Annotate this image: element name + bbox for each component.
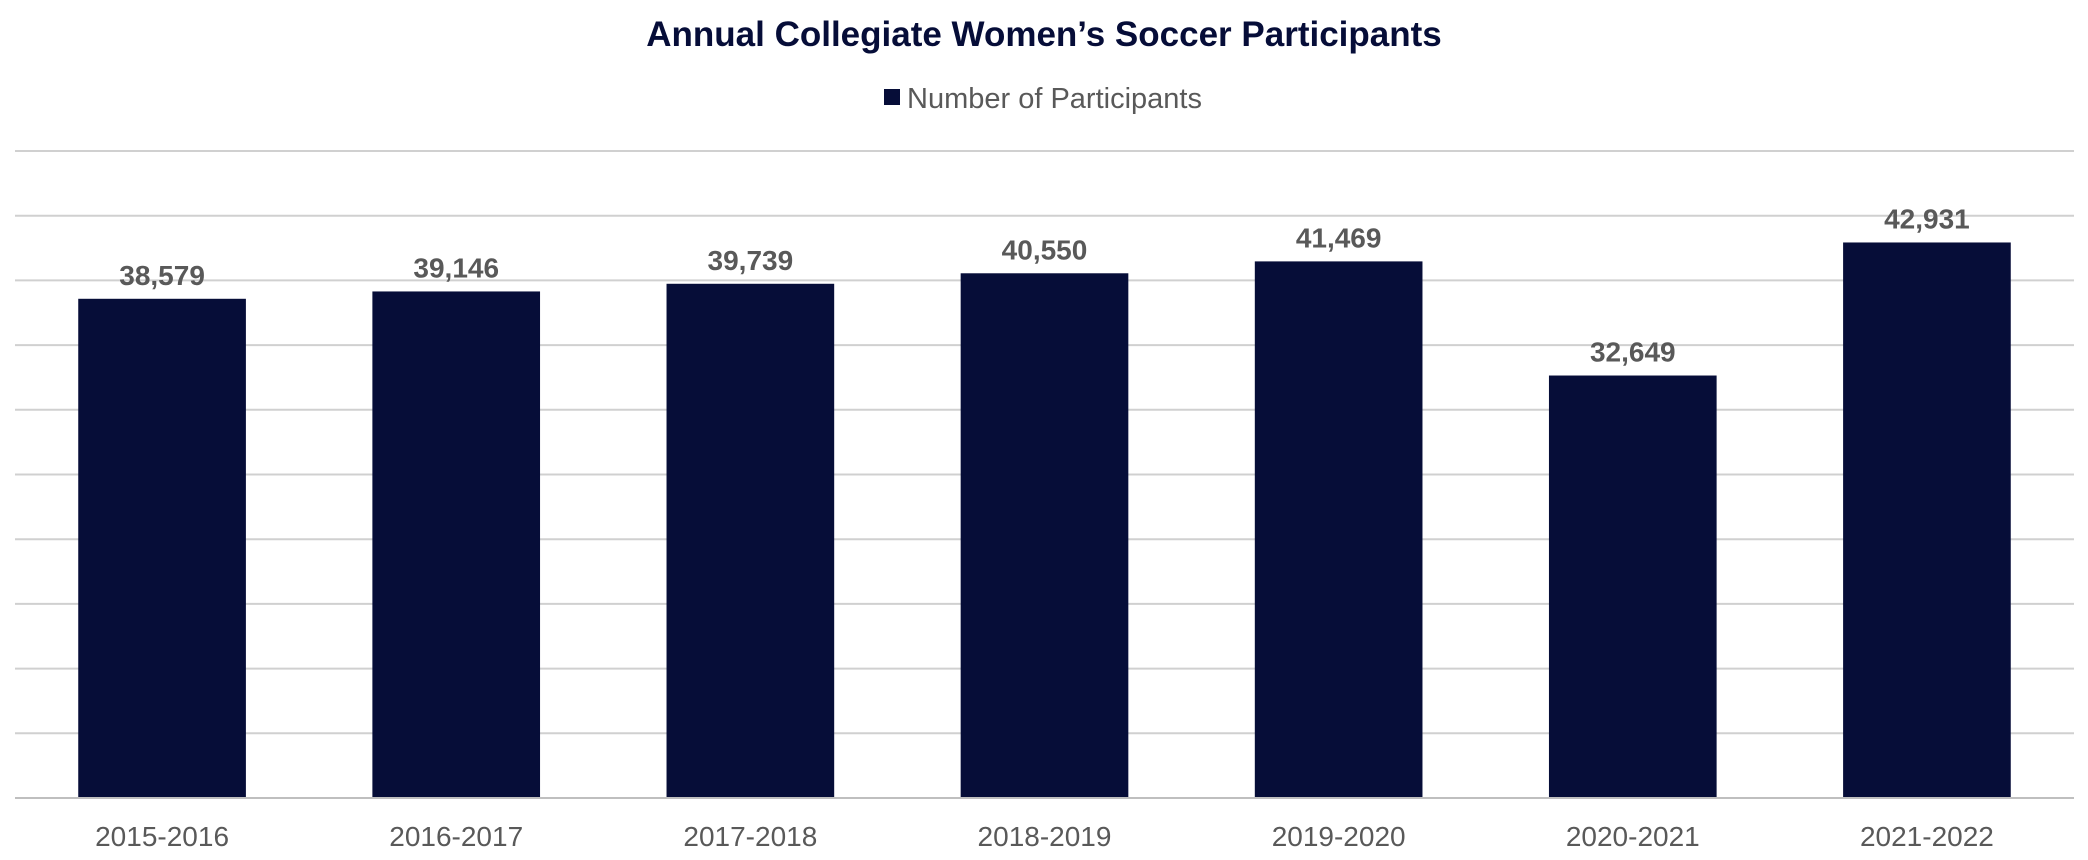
bar-2015-2016	[78, 298, 246, 798]
data-label-2016-2017: 39,146	[413, 252, 499, 283]
bar-2021-2022	[1843, 242, 2011, 799]
data-label-2018-2019: 40,550	[1002, 234, 1088, 265]
chart-title: Annual Collegiate Women’s Soccer Partici…	[646, 15, 1441, 54]
bar-2016-2017	[372, 291, 541, 798]
legend: Number of Participants	[884, 83, 1202, 115]
x-tick-labels: 2015-2016 2016-2017 2017-2018 2018-2019 2019…	[95, 821, 1994, 852]
x-tick-label-2018-2019: 2018-2019	[978, 821, 1112, 852]
bar-2019-2020	[1254, 261, 1423, 799]
data-label-2017-2018: 39,739	[708, 245, 794, 276]
x-tick-label-2019-2020: 2019-2020	[1272, 821, 1406, 852]
x-tick-label-2017-2018: 2017-2018	[683, 821, 817, 852]
x-tick-label-2020-2021: 2020-2021	[1566, 821, 1700, 852]
x-tick-label-2021-2022: 2021-2022	[1860, 821, 1994, 852]
bar-2017-2018	[666, 283, 835, 798]
data-label-2019-2020: 41,469	[1296, 222, 1382, 253]
data-label-2015-2016: 38,579	[119, 260, 205, 291]
legend-swatch	[884, 89, 900, 105]
bars	[78, 242, 2011, 799]
legend-label: Number of Participants	[907, 83, 1202, 115]
data-label-2021-2022: 42,931	[1884, 203, 1970, 234]
data-label-2020-2021: 32,649	[1590, 337, 1676, 368]
x-tick-label-2016-2017: 2016-2017	[389, 821, 523, 852]
x-tick-label-2015-2016: 2015-2016	[95, 821, 229, 852]
bar-2020-2021	[1548, 375, 1717, 798]
bar-2018-2019	[960, 273, 1129, 799]
data-labels: 38,579 39,146 39,739 40,550 41,469 32,649 42,9…	[119, 203, 1969, 367]
